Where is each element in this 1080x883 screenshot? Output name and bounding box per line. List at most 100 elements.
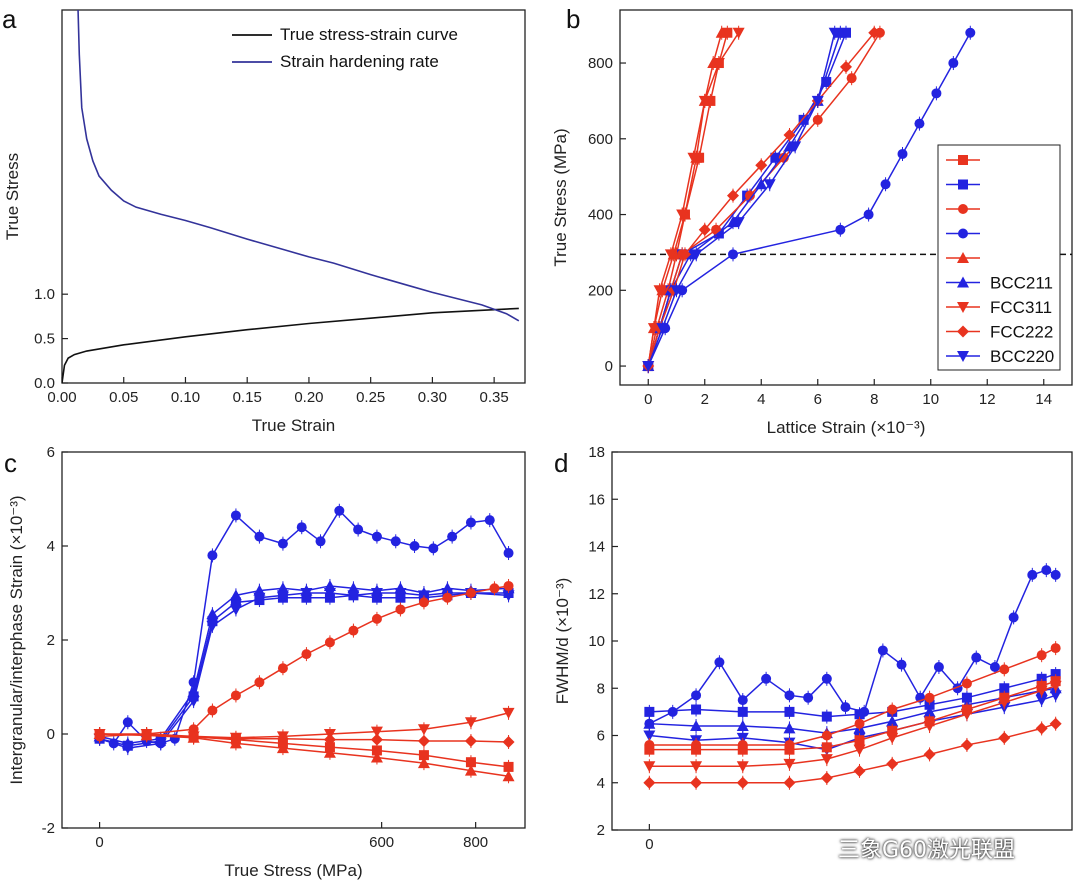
legend-marker-b-7 xyxy=(957,302,969,313)
series-a-2 xyxy=(77,10,520,322)
data-point-c-8 xyxy=(465,757,476,768)
y-tick-label-b: 400 xyxy=(588,207,613,224)
data-point-b-4 xyxy=(835,224,846,235)
data-point-d-3 xyxy=(736,720,749,732)
legend-entry-a-2: Strain hardening rate xyxy=(280,52,439,71)
x-tick-label-a: 0.15 xyxy=(233,389,262,406)
data-point-d-1 xyxy=(1027,569,1038,580)
data-point-b-1 xyxy=(722,27,733,38)
y-tick-label-c: 4 xyxy=(47,538,55,555)
data-point-b-7 xyxy=(732,27,745,39)
data-point-c-5 xyxy=(371,613,382,624)
plot-frame-c xyxy=(61,451,526,829)
data-point-d-8 xyxy=(886,757,899,770)
data-point-c-5 xyxy=(301,649,312,660)
data-point-d-2 xyxy=(999,683,1010,694)
data-point-c-1 xyxy=(277,538,288,549)
data-point-d-2 xyxy=(924,699,935,710)
data-point-b-7 xyxy=(698,95,711,107)
data-point-d-3 xyxy=(690,720,703,732)
y-tick-label-d: 12 xyxy=(588,586,605,603)
data-point-b-7 xyxy=(676,209,689,221)
series-line-a-2 xyxy=(77,10,520,322)
data-point-c-1 xyxy=(428,543,439,554)
data-point-d-1 xyxy=(933,661,944,672)
data-point-c-8 xyxy=(418,750,429,761)
series-a-1 xyxy=(62,307,519,383)
data-point-b-9 xyxy=(656,323,669,335)
data-point-c-1 xyxy=(353,524,364,535)
data-point-d-1 xyxy=(877,645,888,656)
data-point-b-8 xyxy=(840,60,852,73)
data-point-d-7 xyxy=(886,732,899,744)
x-tick-label-a: 0.05 xyxy=(109,389,138,406)
data-point-d-6 xyxy=(691,744,702,755)
data-point-d-1 xyxy=(737,695,748,706)
data-point-d-5 xyxy=(999,664,1010,675)
plot-frame-b xyxy=(619,9,1073,386)
data-point-b-6 xyxy=(755,178,768,190)
data-point-d-6 xyxy=(737,744,748,755)
data-point-d-2 xyxy=(737,706,748,717)
data-point-c-1 xyxy=(409,541,420,551)
data-point-c-1 xyxy=(465,517,476,528)
data-point-b-3 xyxy=(812,114,823,125)
data-point-b-4 xyxy=(863,209,874,220)
panel-label-a: a xyxy=(2,4,17,34)
data-point-c-7 xyxy=(370,733,383,746)
series-line-c-9 xyxy=(99,733,509,778)
x-tick-label-c: 800 xyxy=(463,834,488,851)
legend-marker-b-6 xyxy=(957,276,969,288)
data-point-b-7 xyxy=(664,249,677,261)
legend-marker-b-1 xyxy=(958,155,968,165)
data-point-c-4 xyxy=(206,620,219,632)
data-point-b-4 xyxy=(880,179,891,190)
data-point-d-8 xyxy=(998,731,1011,744)
x-tick-label-b: 12 xyxy=(979,391,996,408)
data-point-c-3 xyxy=(206,608,219,620)
y-tick-label-c: -2 xyxy=(42,820,55,837)
data-point-b-9 xyxy=(811,95,824,107)
x-tick-label-a: 0.20 xyxy=(294,389,323,406)
data-point-c-4 xyxy=(229,604,242,616)
data-point-d-6 xyxy=(784,744,795,755)
legend-b xyxy=(937,144,1061,371)
data-point-d-1 xyxy=(896,659,907,670)
series-line-d-2 xyxy=(649,673,1056,718)
x-axis-label-a: True Strain xyxy=(252,416,335,435)
data-point-b-9 xyxy=(732,217,745,229)
series-c-1 xyxy=(94,503,514,751)
data-point-c-5 xyxy=(418,597,429,608)
data-point-c-6 xyxy=(502,707,515,719)
series-line-d-3 xyxy=(649,687,1056,734)
data-point-c-5 xyxy=(395,604,406,615)
data-point-d-4 xyxy=(1035,695,1048,707)
data-point-d-3 xyxy=(886,715,899,727)
data-point-c-9 xyxy=(140,729,153,741)
data-point-d-8 xyxy=(820,772,833,785)
data-point-d-1 xyxy=(667,706,678,717)
x-axis-label-c: True Stress (MPa) xyxy=(224,861,362,880)
data-point-d-1 xyxy=(989,661,1000,672)
x-tick-label-b: 6 xyxy=(814,391,822,408)
data-point-d-7 xyxy=(923,721,936,733)
legend-entry-b-9: BCC220 xyxy=(990,347,1054,366)
series-c-9 xyxy=(93,727,515,784)
plot-frame-a xyxy=(61,9,526,384)
series-b-3 xyxy=(643,25,885,374)
data-point-d-7 xyxy=(960,709,973,721)
data-point-c-1 xyxy=(447,531,458,542)
series-b-7 xyxy=(642,25,745,374)
y-tick-label-c: 0 xyxy=(47,726,55,743)
data-point-c-9 xyxy=(417,757,430,769)
x-tick-label-a: 0.00 xyxy=(47,389,76,406)
data-point-d-4 xyxy=(643,730,656,742)
data-point-d-2 xyxy=(784,706,795,717)
series-d-7 xyxy=(643,678,1062,774)
data-point-d-5 xyxy=(1036,650,1047,661)
series-line-c-2 xyxy=(99,592,509,747)
series-line-b-4 xyxy=(647,32,971,367)
data-point-c-1 xyxy=(254,531,265,542)
data-point-d-1 xyxy=(1041,565,1052,576)
y-axis-label-b: True Stress (MPa) xyxy=(551,128,570,266)
